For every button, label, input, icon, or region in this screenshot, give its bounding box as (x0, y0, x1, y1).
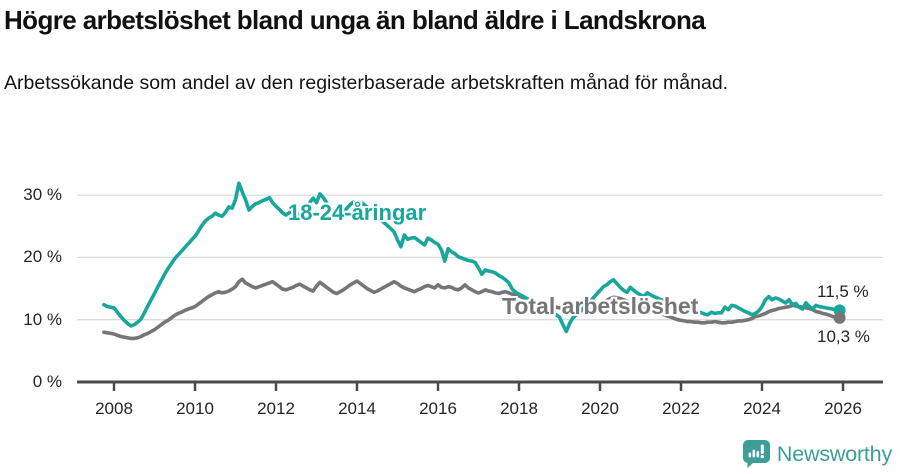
end-value-total: 10,3 % (817, 327, 870, 346)
x-axis-label: 2008 (95, 399, 133, 418)
y-axis-label: 20 % (23, 247, 62, 267)
series-line-young (102, 181, 842, 334)
series-label-young: 18-24-åringar (288, 200, 427, 225)
end-value-young: 11,5 % (817, 282, 869, 301)
chart-subtitle: Arbetssökande som andel av den registerb… (4, 72, 729, 94)
newsworthy-logo-icon (742, 440, 770, 468)
x-axis-label: 2018 (500, 399, 538, 418)
newsworthy-wordmark: Newsworthy (776, 441, 892, 466)
y-axis-label: 30 % (23, 185, 62, 205)
x-axis-label: 2024 (743, 399, 781, 418)
x-axis-label: 2026 (824, 399, 862, 418)
series-line-total (102, 277, 842, 341)
series-label-total: Total arbetslöshet (502, 293, 699, 319)
x-axis-label: 2022 (662, 399, 700, 418)
page-title: Högre arbetslöshet bland unga än bland ä… (4, 5, 706, 35)
x-axis-label: 2016 (419, 399, 457, 418)
y-axis-label: 10 % (23, 309, 62, 329)
x-axis-label: 2014 (338, 399, 376, 418)
y-axis-label: 0 % (32, 372, 62, 391)
newsworthy-logo: Newsworthy (742, 440, 892, 468)
x-axis-label: 2010 (176, 399, 214, 418)
x-axis-label: 2012 (257, 399, 295, 418)
x-axis-label: 2020 (581, 399, 619, 418)
end-dot-total (833, 311, 846, 324)
